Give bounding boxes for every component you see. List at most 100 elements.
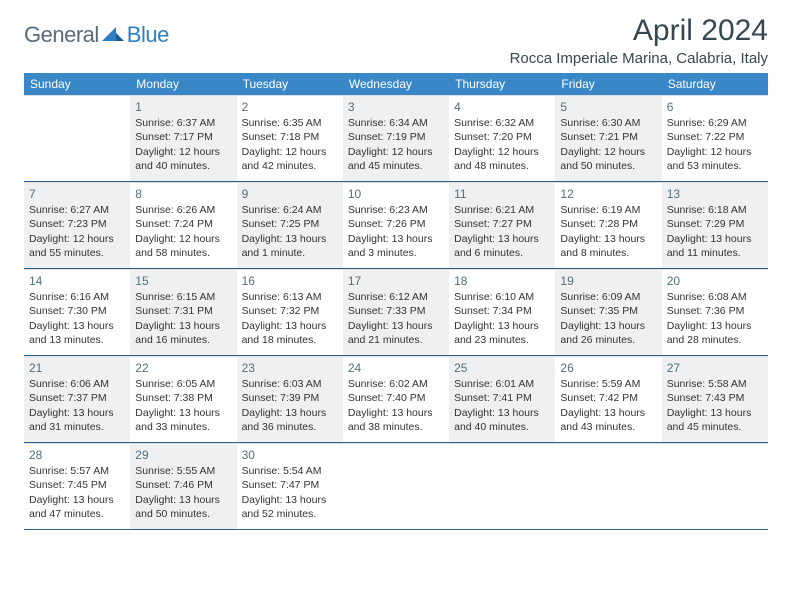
sunrise-text: Sunrise: 6:21 AM [454, 203, 550, 217]
day-info: Sunrise: 6:35 AMSunset: 7:18 PMDaylight:… [242, 116, 338, 173]
day-cell [24, 95, 130, 181]
day-number: 23 [242, 360, 338, 376]
day-info: Sunrise: 6:23 AMSunset: 7:26 PMDaylight:… [348, 203, 444, 260]
day-cell [662, 443, 768, 529]
day-cell: 12Sunrise: 6:19 AMSunset: 7:28 PMDayligh… [555, 182, 661, 268]
daylight2-text: and 42 minutes. [242, 159, 338, 173]
daylight1-text: Daylight: 13 hours [242, 319, 338, 333]
day-number: 17 [348, 273, 444, 289]
daylight1-text: Daylight: 13 hours [667, 319, 763, 333]
day-number: 22 [135, 360, 231, 376]
daylight1-text: Daylight: 12 hours [454, 145, 550, 159]
sunset-text: Sunset: 7:24 PM [135, 217, 231, 231]
title-block: April 2024 Rocca Imperiale Marina, Calab… [510, 14, 768, 67]
sunrise-text: Sunrise: 6:23 AM [348, 203, 444, 217]
sunrise-text: Sunrise: 6:29 AM [667, 116, 763, 130]
day-info: Sunrise: 6:12 AMSunset: 7:33 PMDaylight:… [348, 290, 444, 347]
day-number: 10 [348, 186, 444, 202]
logo-triangle-icon [102, 24, 124, 47]
day-cell: 5Sunrise: 6:30 AMSunset: 7:21 PMDaylight… [555, 95, 661, 181]
sunrise-text: Sunrise: 6:13 AM [242, 290, 338, 304]
daylight1-text: Daylight: 13 hours [242, 232, 338, 246]
daylight2-text: and 33 minutes. [135, 420, 231, 434]
daylight1-text: Daylight: 12 hours [135, 145, 231, 159]
week-row: 28Sunrise: 5:57 AMSunset: 7:45 PMDayligh… [24, 443, 768, 530]
sunrise-text: Sunrise: 6:30 AM [560, 116, 656, 130]
day-cell: 13Sunrise: 6:18 AMSunset: 7:29 PMDayligh… [662, 182, 768, 268]
day-cell: 26Sunrise: 5:59 AMSunset: 7:42 PMDayligh… [555, 356, 661, 442]
day-number: 18 [454, 273, 550, 289]
daylight2-text: and 40 minutes. [135, 159, 231, 173]
day-number: 24 [348, 360, 444, 376]
day-cell: 27Sunrise: 5:58 AMSunset: 7:43 PMDayligh… [662, 356, 768, 442]
day-info: Sunrise: 6:05 AMSunset: 7:38 PMDaylight:… [135, 377, 231, 434]
weekday-header-cell: Wednesday [343, 73, 449, 95]
sunrise-text: Sunrise: 5:54 AM [242, 464, 338, 478]
logo-text-blue: Blue [127, 22, 169, 48]
day-number: 7 [29, 186, 125, 202]
day-number: 28 [29, 447, 125, 463]
daylight2-text: and 11 minutes. [667, 246, 763, 260]
sunrise-text: Sunrise: 6:27 AM [29, 203, 125, 217]
day-cell [555, 443, 661, 529]
sunrise-text: Sunrise: 6:06 AM [29, 377, 125, 391]
weekday-header-cell: Tuesday [237, 73, 343, 95]
day-cell: 8Sunrise: 6:26 AMSunset: 7:24 PMDaylight… [130, 182, 236, 268]
calendar-page: General Blue April 2024 Rocca Imperiale … [0, 0, 792, 530]
sunrise-text: Sunrise: 6:08 AM [667, 290, 763, 304]
daylight2-text: and 36 minutes. [242, 420, 338, 434]
day-info: Sunrise: 6:24 AMSunset: 7:25 PMDaylight:… [242, 203, 338, 260]
sunset-text: Sunset: 7:35 PM [560, 304, 656, 318]
daylight1-text: Daylight: 13 hours [348, 406, 444, 420]
daylight2-text: and 26 minutes. [560, 333, 656, 347]
week-row: 14Sunrise: 6:16 AMSunset: 7:30 PMDayligh… [24, 269, 768, 356]
daylight2-text: and 3 minutes. [348, 246, 444, 260]
daylight2-text: and 45 minutes. [348, 159, 444, 173]
sunset-text: Sunset: 7:39 PM [242, 391, 338, 405]
calendar-grid: SundayMondayTuesdayWednesdayThursdayFrid… [24, 73, 768, 530]
daylight1-text: Daylight: 13 hours [348, 319, 444, 333]
day-number: 20 [667, 273, 763, 289]
day-info: Sunrise: 6:18 AMSunset: 7:29 PMDaylight:… [667, 203, 763, 260]
sunrise-text: Sunrise: 6:10 AM [454, 290, 550, 304]
sunset-text: Sunset: 7:34 PM [454, 304, 550, 318]
day-info: Sunrise: 6:13 AMSunset: 7:32 PMDaylight:… [242, 290, 338, 347]
sunset-text: Sunset: 7:38 PM [135, 391, 231, 405]
day-cell: 9Sunrise: 6:24 AMSunset: 7:25 PMDaylight… [237, 182, 343, 268]
daylight1-text: Daylight: 13 hours [560, 406, 656, 420]
day-cell: 1Sunrise: 6:37 AMSunset: 7:17 PMDaylight… [130, 95, 236, 181]
daylight1-text: Daylight: 13 hours [135, 406, 231, 420]
weeks-container: 1Sunrise: 6:37 AMSunset: 7:17 PMDaylight… [24, 95, 768, 530]
sunrise-text: Sunrise: 5:55 AM [135, 464, 231, 478]
day-number: 12 [560, 186, 656, 202]
day-number: 5 [560, 99, 656, 115]
day-info: Sunrise: 6:08 AMSunset: 7:36 PMDaylight:… [667, 290, 763, 347]
sunrise-text: Sunrise: 6:26 AM [135, 203, 231, 217]
sunset-text: Sunset: 7:46 PM [135, 478, 231, 492]
day-info: Sunrise: 5:55 AMSunset: 7:46 PMDaylight:… [135, 464, 231, 521]
sunset-text: Sunset: 7:47 PM [242, 478, 338, 492]
sunrise-text: Sunrise: 6:19 AM [560, 203, 656, 217]
day-cell: 19Sunrise: 6:09 AMSunset: 7:35 PMDayligh… [555, 269, 661, 355]
sunrise-text: Sunrise: 6:18 AM [667, 203, 763, 217]
day-info: Sunrise: 5:58 AMSunset: 7:43 PMDaylight:… [667, 377, 763, 434]
day-info: Sunrise: 6:26 AMSunset: 7:24 PMDaylight:… [135, 203, 231, 260]
daylight1-text: Daylight: 13 hours [667, 406, 763, 420]
daylight2-text: and 40 minutes. [454, 420, 550, 434]
day-cell: 20Sunrise: 6:08 AMSunset: 7:36 PMDayligh… [662, 269, 768, 355]
sunrise-text: Sunrise: 6:16 AM [29, 290, 125, 304]
sunset-text: Sunset: 7:17 PM [135, 130, 231, 144]
sunset-text: Sunset: 7:31 PM [135, 304, 231, 318]
sunrise-text: Sunrise: 5:57 AM [29, 464, 125, 478]
daylight2-text: and 55 minutes. [29, 246, 125, 260]
day-cell: 30Sunrise: 5:54 AMSunset: 7:47 PMDayligh… [237, 443, 343, 529]
day-cell: 21Sunrise: 6:06 AMSunset: 7:37 PMDayligh… [24, 356, 130, 442]
daylight1-text: Daylight: 12 hours [135, 232, 231, 246]
daylight2-text: and 38 minutes. [348, 420, 444, 434]
sunset-text: Sunset: 7:25 PM [242, 217, 338, 231]
sunset-text: Sunset: 7:37 PM [29, 391, 125, 405]
day-cell: 4Sunrise: 6:32 AMSunset: 7:20 PMDaylight… [449, 95, 555, 181]
day-info: Sunrise: 6:06 AMSunset: 7:37 PMDaylight:… [29, 377, 125, 434]
day-info: Sunrise: 6:03 AMSunset: 7:39 PMDaylight:… [242, 377, 338, 434]
day-info: Sunrise: 6:19 AMSunset: 7:28 PMDaylight:… [560, 203, 656, 260]
